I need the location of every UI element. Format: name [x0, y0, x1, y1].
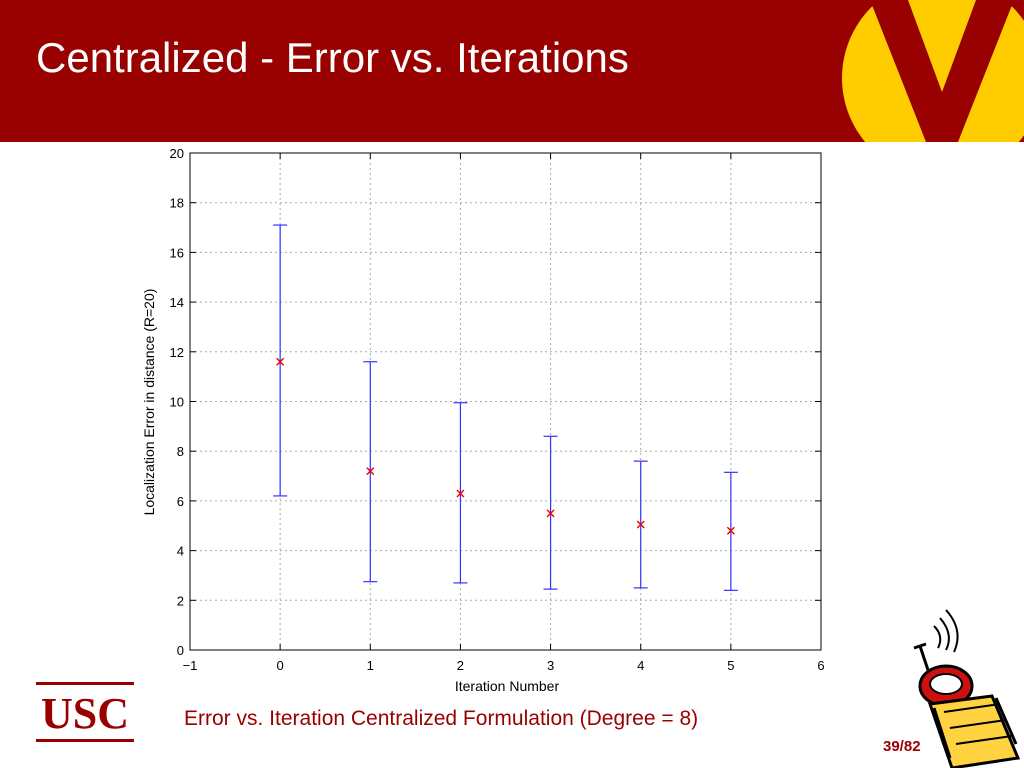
y-axis-label: Localization Error in distance (R=20) [141, 289, 157, 516]
y-tick-label: 6 [177, 494, 184, 509]
figure-caption: Error vs. Iteration Centralized Formulat… [184, 707, 699, 730]
slide-header: Centralized - Error vs. Iterations [0, 0, 1024, 142]
x-tick-label: 1 [367, 658, 374, 673]
x-tick-label: 6 [817, 658, 824, 673]
y-tick-label: 8 [177, 444, 184, 459]
grid [190, 153, 821, 650]
page-number: 39/82 [883, 738, 921, 755]
mean-marker [636, 520, 645, 529]
y-tick-label: 10 [170, 395, 184, 410]
x-axis-label: Iteration Number [455, 678, 560, 694]
mean-marker [366, 467, 375, 476]
x-tick-label: 2 [457, 658, 464, 673]
y-tick-label: 2 [177, 593, 184, 608]
y-tick-label: 14 [170, 295, 184, 310]
x-tick-label: 3 [547, 658, 554, 673]
mean-marker [726, 526, 735, 535]
usc-logo: USC [36, 682, 134, 742]
y-tick-label: 4 [177, 544, 184, 559]
y-tick-label: 16 [170, 245, 184, 260]
data-series [273, 224, 738, 591]
mean-marker [546, 509, 555, 518]
slide-title: Centralized - Error vs. Iterations [36, 34, 629, 81]
x-tick-label: −1 [183, 658, 198, 673]
mean-marker [456, 489, 465, 498]
y-tick-label: 18 [170, 196, 184, 211]
usc-logo-text: USC [41, 689, 129, 738]
chart-area: −1 0 1 2 3 4 5 6 0 2 4 6 8 10 12 14 16 18 20 Iteration Num… [130, 140, 850, 700]
robot-icon [913, 609, 1021, 768]
y-tick-label: 0 [177, 643, 184, 658]
y-tick-label: 12 [170, 345, 184, 360]
mean-marker [276, 357, 285, 366]
x-tick-label: 4 [637, 658, 644, 673]
x-tick-label: 5 [727, 658, 734, 673]
x-tick-label: 0 [277, 658, 284, 673]
y-tick-label: 20 [170, 146, 184, 161]
v-logo-icon [842, 0, 1024, 142]
